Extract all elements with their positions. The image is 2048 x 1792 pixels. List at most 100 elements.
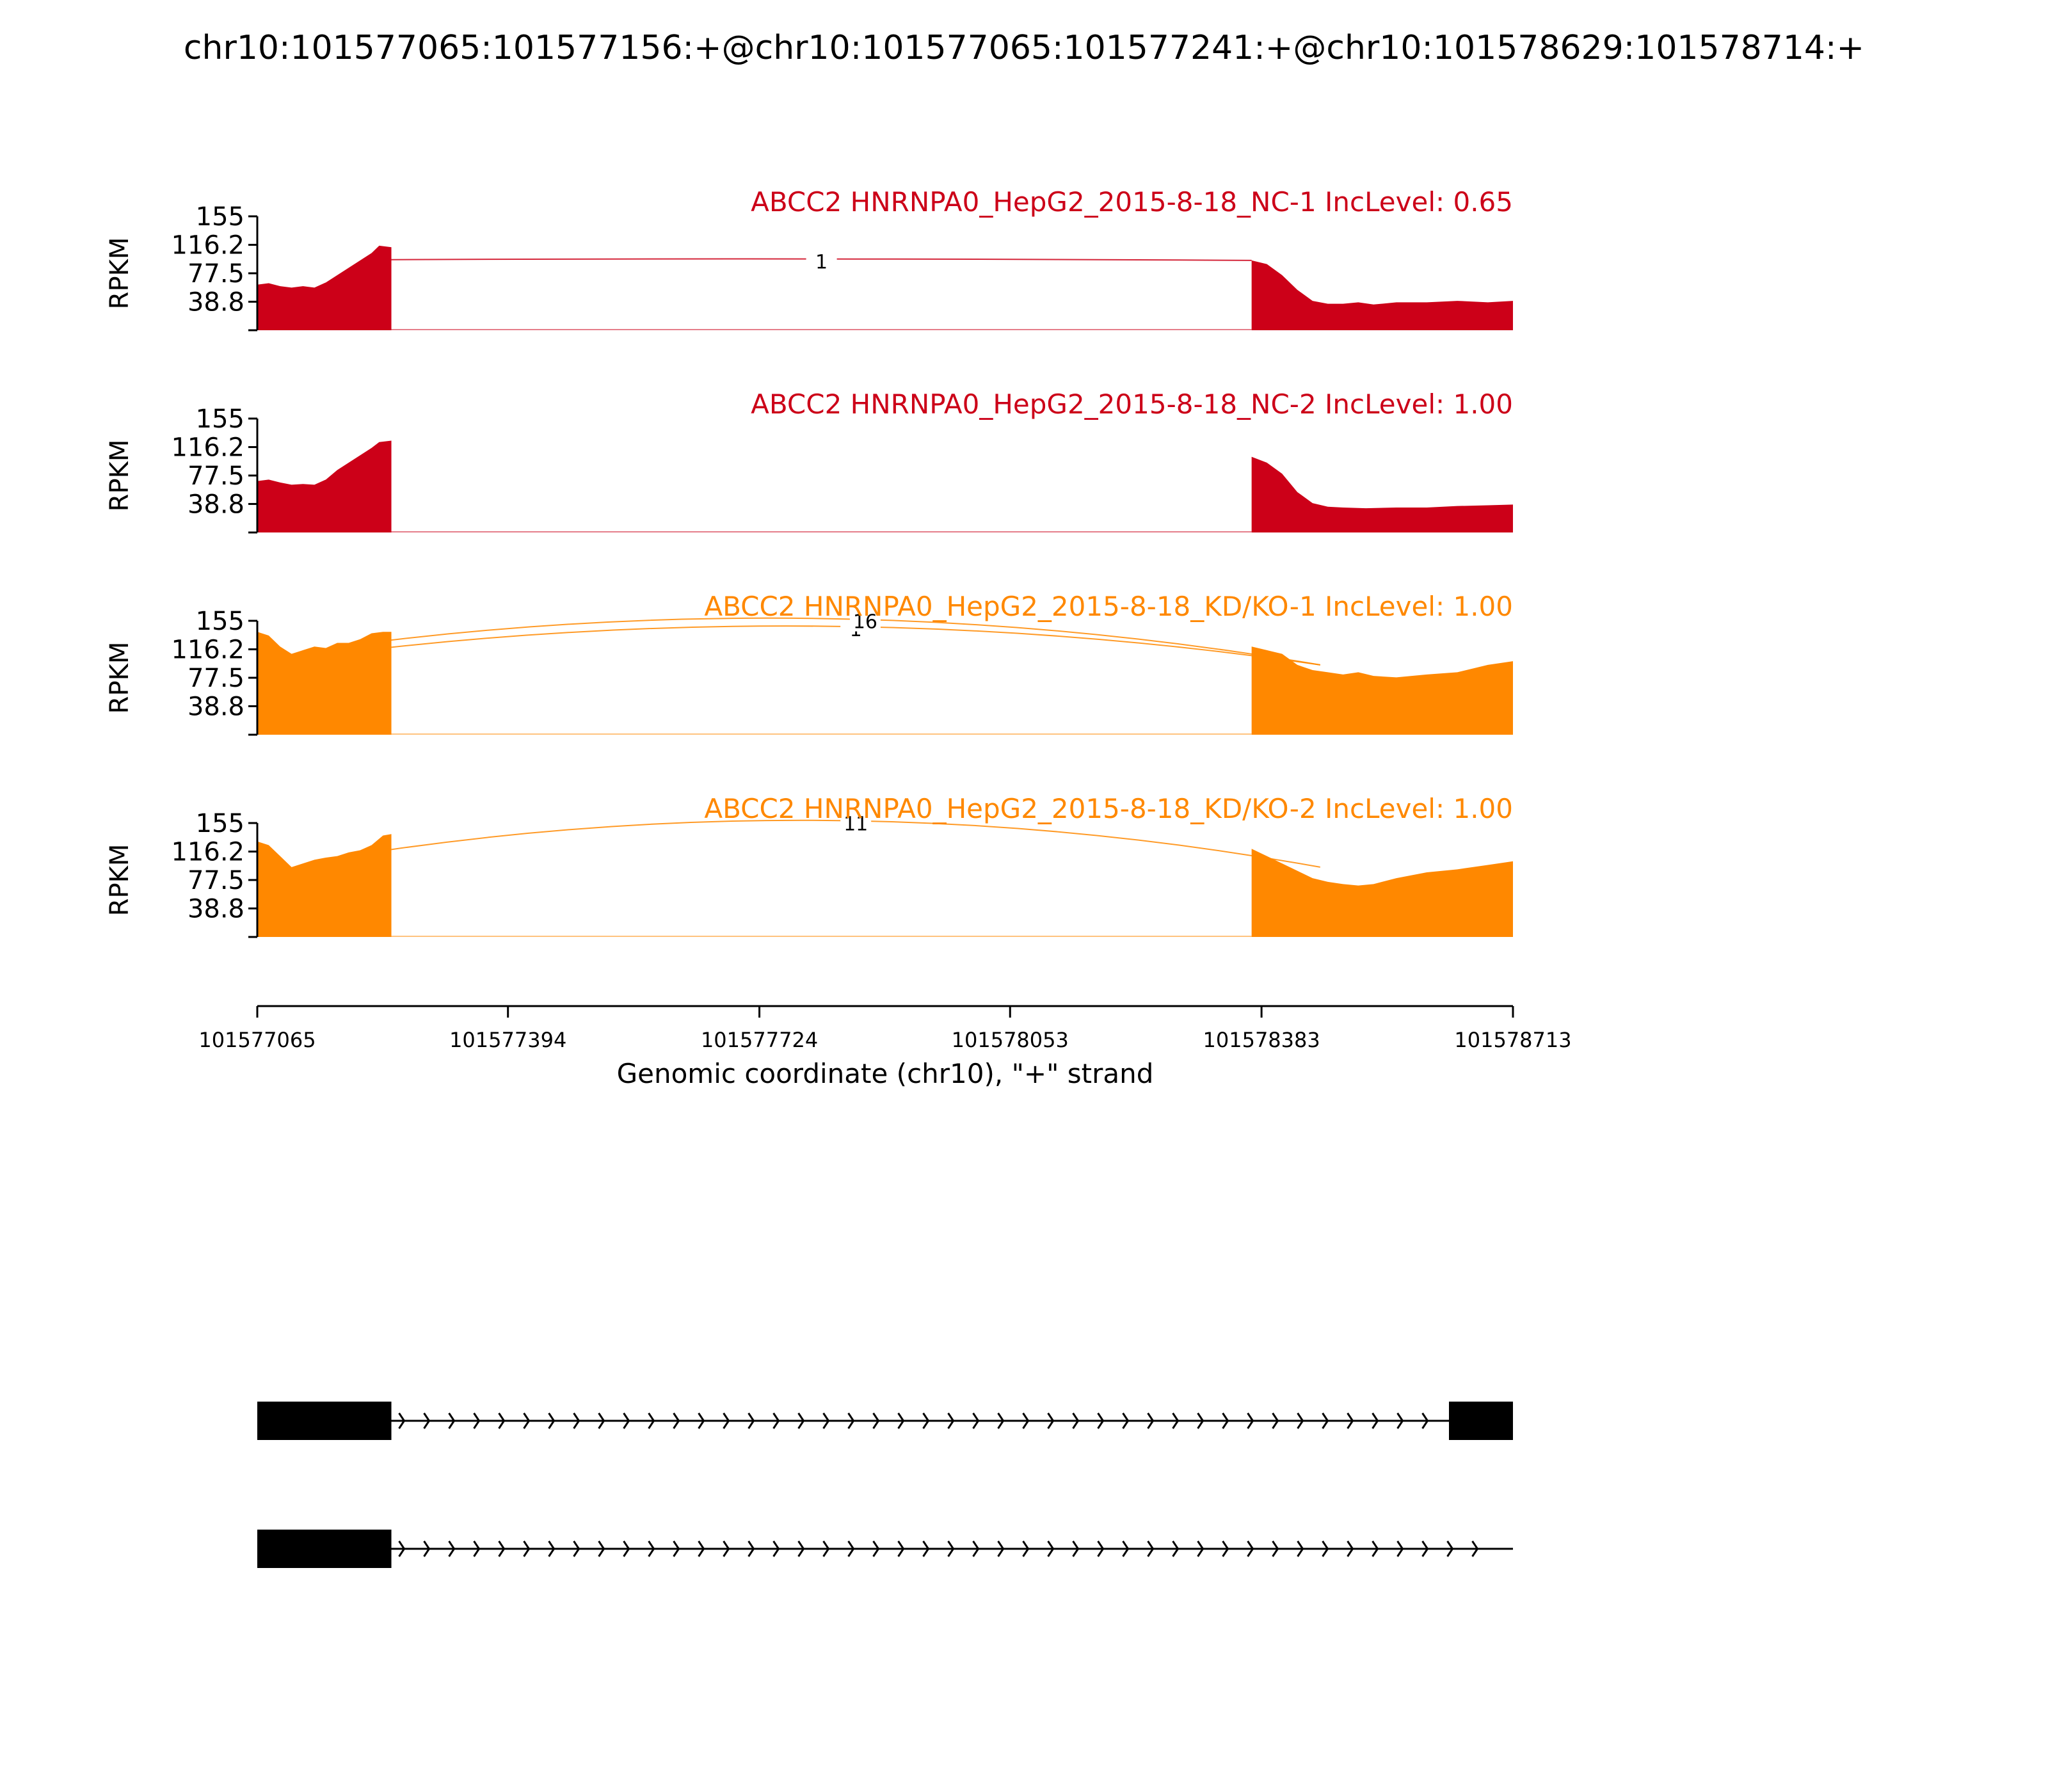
y-tick-label: 155 [196, 607, 244, 636]
figure-title: chr10:101577065:101577156:+@chr10:101577… [184, 29, 1864, 67]
strand-arrow [972, 1412, 980, 1429]
strand-arrow [1147, 1540, 1155, 1557]
strand-arrow [648, 1412, 655, 1429]
y-tick-label: 116.2 [171, 433, 244, 463]
strand-arrow [1022, 1412, 1030, 1429]
strand-arrow [1072, 1540, 1080, 1557]
junction-label-bg [840, 813, 872, 834]
strand-arrow [1222, 1540, 1229, 1557]
strand-arrow [1247, 1540, 1254, 1557]
y-tick-label: 155 [196, 202, 244, 232]
strand-arrow [598, 1412, 605, 1429]
y-tick-label: 116.2 [171, 838, 244, 867]
y-tick-label: 77.5 [188, 664, 244, 693]
strand-arrow [772, 1412, 780, 1429]
strand-arrow [897, 1540, 905, 1557]
strand-arrow [947, 1412, 955, 1429]
junction-count: 11 [844, 813, 868, 836]
strand-arrow [648, 1540, 655, 1557]
strand-arrow [423, 1412, 431, 1429]
junction-arc [333, 617, 1320, 666]
strand-arrow [1197, 1540, 1204, 1557]
strand-arrow [573, 1412, 580, 1429]
strand-arrow [1396, 1540, 1404, 1557]
strand-arrow [698, 1412, 705, 1429]
strand-arrow [1471, 1540, 1479, 1557]
strand-arrow [1396, 1412, 1404, 1429]
strand-arrow [698, 1540, 705, 1557]
x-tick-label: 101577724 [701, 1028, 818, 1052]
coverage-exon-2 [1251, 849, 1513, 937]
strand-arrow [1272, 1540, 1279, 1557]
strand-arrow [548, 1540, 556, 1557]
strand-arrow [1247, 1412, 1254, 1429]
strand-arrow [623, 1540, 630, 1557]
strand-arrow [723, 1412, 730, 1429]
strand-arrow [748, 1540, 755, 1557]
strand-arrow [1421, 1540, 1429, 1557]
coverage-exon-2 [1251, 456, 1513, 532]
strand-arrow [1097, 1412, 1105, 1429]
y-tick-label: 77.5 [188, 461, 244, 491]
y-tick-label: 77.5 [188, 866, 244, 895]
transcript-2 [257, 1530, 1513, 1568]
y-tick-label: 38.8 [188, 692, 244, 721]
strand-arrow [772, 1540, 780, 1557]
y-tick-label: 77.5 [188, 259, 244, 289]
strand-arrow [947, 1540, 955, 1557]
strand-arrow [748, 1412, 755, 1429]
strand-arrow [573, 1540, 580, 1557]
strand-arrow [1322, 1412, 1329, 1429]
strand-arrow [398, 1540, 406, 1557]
x-tick-label: 101578713 [1454, 1028, 1571, 1052]
strand-arrow [398, 1412, 406, 1429]
strand-arrow [473, 1412, 481, 1429]
transcript-models [257, 1402, 1513, 1568]
strand-arrow [1122, 1412, 1130, 1429]
strand-arrow [448, 1412, 456, 1429]
coverage-exon-1 [257, 632, 392, 735]
strand-arrow [822, 1540, 830, 1557]
transcript-1 [257, 1402, 1513, 1440]
track-label: ABCC2 HNRNPA0_HepG2_2015-8-18_NC-1 IncLe… [751, 186, 1513, 218]
strand-arrow [1347, 1540, 1354, 1557]
strand-arrow [673, 1412, 680, 1429]
strand-arrow [922, 1540, 930, 1557]
strand-arrow [1347, 1412, 1354, 1429]
strand-arrow [1272, 1412, 1279, 1429]
strand-arrow [1172, 1412, 1180, 1429]
exon-block [257, 1402, 392, 1440]
strand-arrow [847, 1540, 855, 1557]
strand-arrow [1097, 1540, 1105, 1557]
x-tick-label: 101578383 [1203, 1028, 1320, 1052]
strand-arrow [498, 1540, 506, 1557]
strand-arrow [523, 1412, 531, 1429]
x-axis: 101577065 101577394 101577724 101578053 1015… [198, 1005, 1572, 1052]
exon-block [257, 1530, 392, 1568]
strand-arrow [1147, 1412, 1155, 1429]
strand-arrow [997, 1540, 1005, 1557]
junction-count: 16 [853, 611, 877, 634]
strand-arrow [1072, 1412, 1080, 1429]
strand-arrow [548, 1412, 556, 1429]
strand-arrow [897, 1412, 905, 1429]
coverage-exon-2 [1251, 260, 1513, 330]
x-tick-label: 101577394 [449, 1028, 566, 1052]
junction-label-bg [849, 611, 881, 632]
strand-arrow [1297, 1540, 1304, 1557]
y-axis-label: RPKM [105, 642, 134, 714]
exon-block [1448, 1402, 1513, 1440]
strand-arrow [1322, 1540, 1329, 1557]
strand-arrow [797, 1540, 805, 1557]
strand-arrow [997, 1412, 1005, 1429]
strand-arrow [1022, 1540, 1030, 1557]
coverage-exon-2 [1251, 646, 1513, 735]
x-tick-label: 101578053 [952, 1028, 1069, 1052]
strand-arrow [872, 1540, 880, 1557]
junction-count: 1 [815, 252, 828, 274]
strand-arrow [1122, 1540, 1130, 1557]
y-tick-label: 155 [196, 809, 244, 838]
